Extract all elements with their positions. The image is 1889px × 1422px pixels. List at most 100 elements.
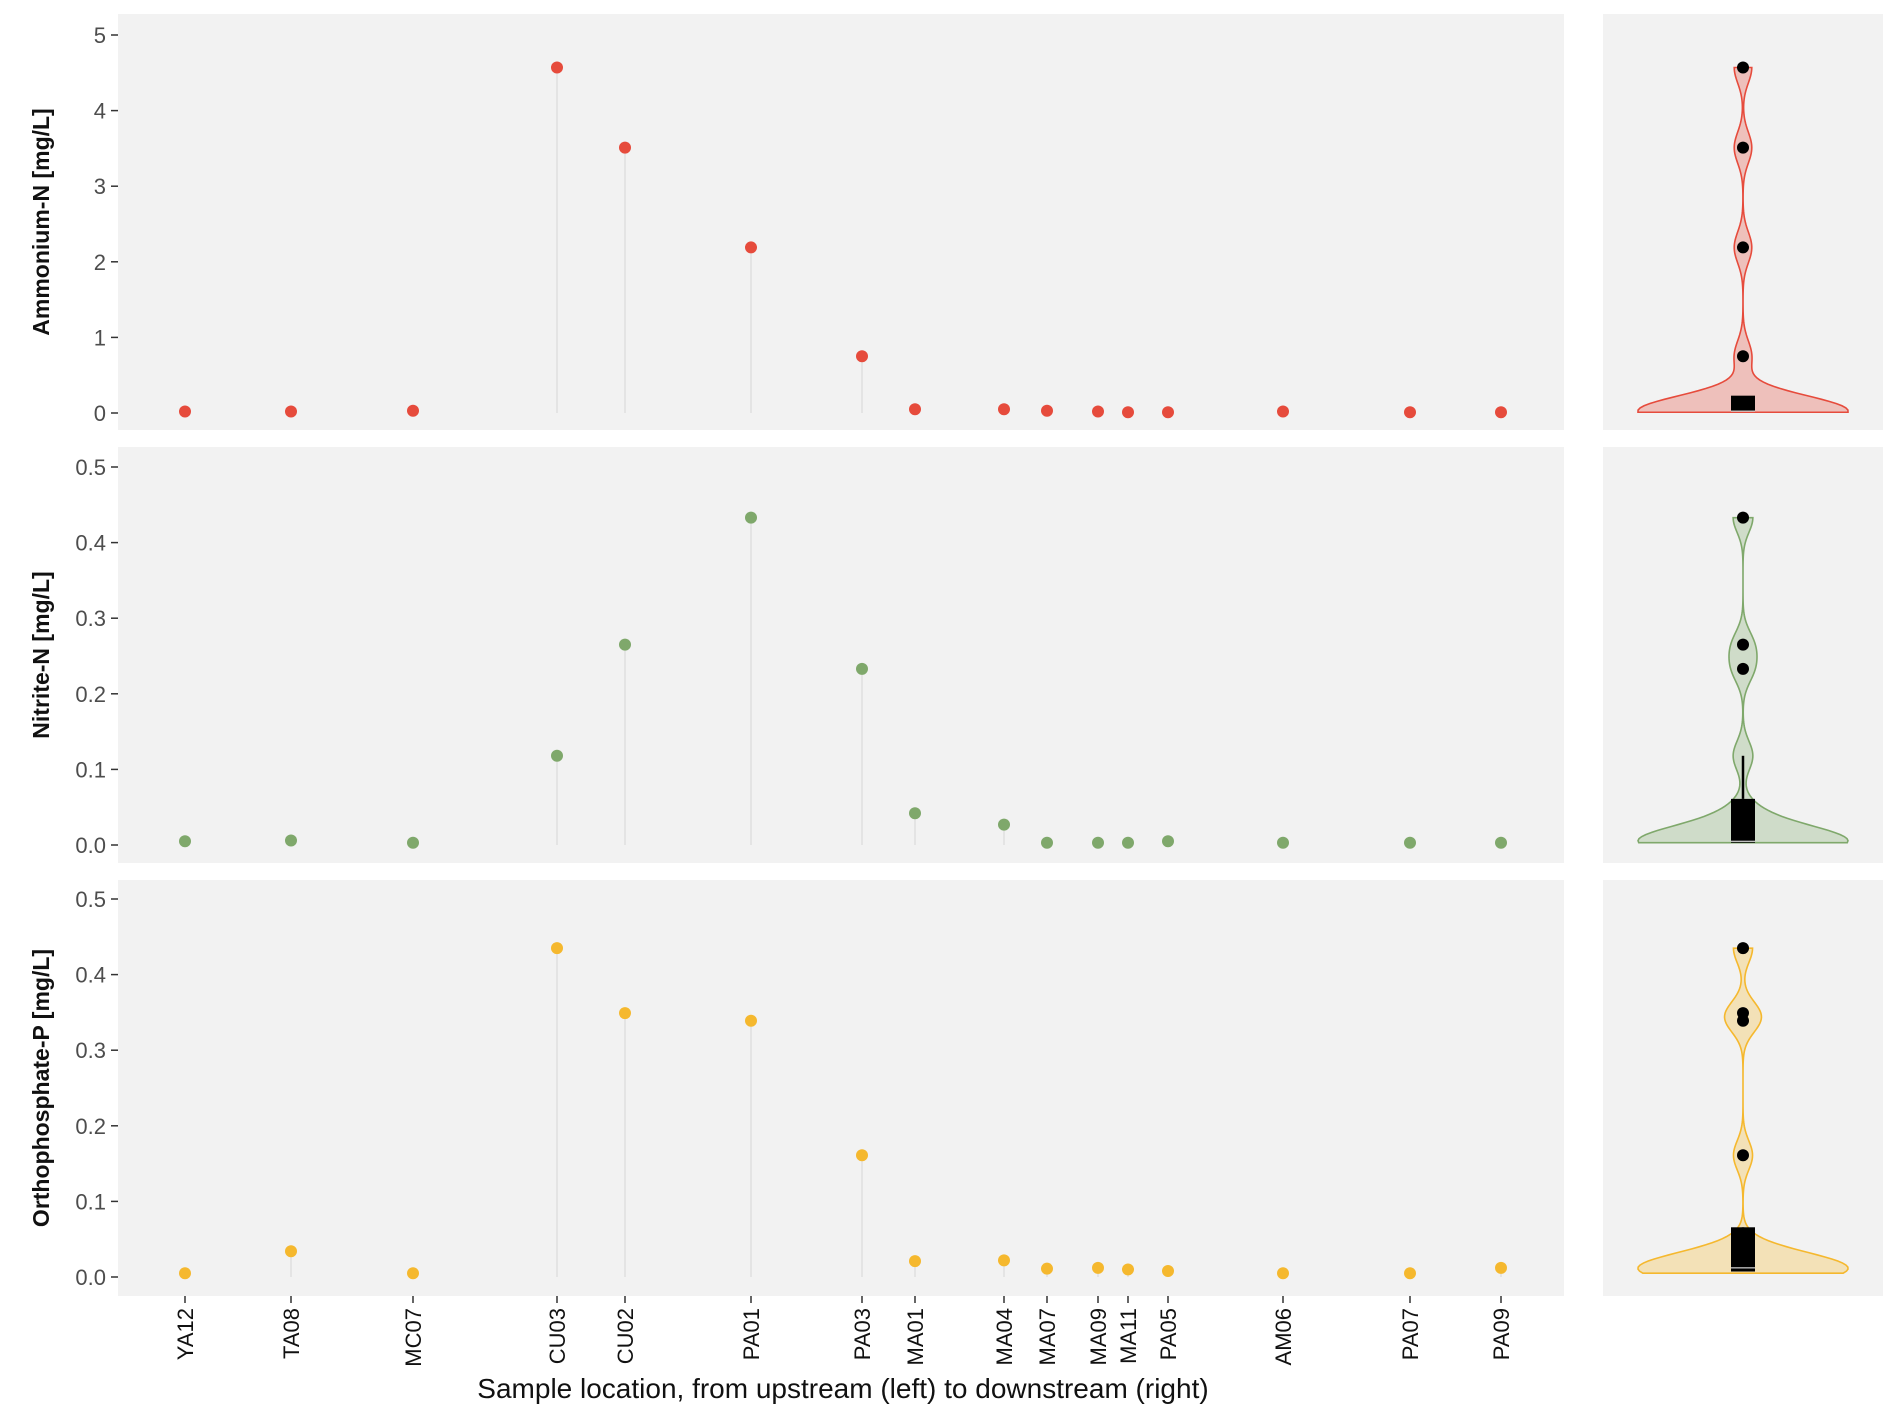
outlier-point — [1737, 1007, 1749, 1020]
boxplot-box — [1731, 1227, 1755, 1272]
y-axis-label: Nitrite-N [mg/L] — [28, 571, 54, 738]
y-tick-label: 0.5 — [75, 887, 106, 912]
data-point-ma09 — [1092, 405, 1104, 418]
x-tick-label-ya12: YA12 — [173, 1308, 198, 1360]
data-point-am06 — [1277, 1267, 1289, 1280]
data-point-pa07 — [1404, 836, 1416, 849]
y-tick-label: 0.0 — [75, 1265, 106, 1290]
data-point-ma01 — [909, 1255, 921, 1268]
x-tick-label-ta08: TA08 — [279, 1308, 304, 1359]
y-tick-label: 0.1 — [75, 1189, 106, 1214]
data-point-cu02 — [619, 638, 631, 651]
x-tick-label-cu02: CU02 — [613, 1308, 638, 1364]
data-point-ta08 — [285, 1245, 297, 1258]
data-point-ma04 — [998, 818, 1010, 831]
data-point-cu02 — [619, 141, 631, 154]
boxplot-box — [1731, 798, 1755, 843]
data-point-pa01 — [745, 511, 757, 524]
outlier-point — [1737, 350, 1749, 363]
data-point-am06 — [1277, 836, 1289, 849]
data-point-ya12 — [179, 835, 191, 848]
x-tick-label-ma01: MA01 — [903, 1308, 928, 1365]
data-point-ma07 — [1041, 1262, 1053, 1275]
outlier-point — [1737, 61, 1749, 74]
data-point-mc07 — [407, 1267, 419, 1280]
outlier-point — [1737, 141, 1749, 154]
y-tick-label: 1 — [94, 325, 106, 350]
y-tick-label: 0.2 — [75, 1114, 106, 1139]
data-point-ma07 — [1041, 404, 1053, 417]
x-tick-label-ma04: MA04 — [992, 1308, 1017, 1365]
data-point-pa09 — [1495, 836, 1507, 849]
data-point-pa01 — [745, 1014, 757, 1027]
y-tick-label: 0.3 — [75, 1038, 106, 1063]
data-point-pa05 — [1162, 1264, 1174, 1277]
data-point-pa03 — [856, 1149, 868, 1162]
data-point-ma07 — [1041, 836, 1053, 849]
x-tick-label-ma11: MA11 — [1116, 1308, 1141, 1364]
data-point-ya12 — [179, 1267, 191, 1280]
outlier-point — [1737, 511, 1749, 524]
violin-shape — [1637, 516, 1849, 844]
data-point-pa09 — [1495, 406, 1507, 419]
y-tick-label: 0.4 — [75, 531, 106, 556]
data-point-ma04 — [998, 403, 1010, 416]
y-tick-label: 0.1 — [75, 757, 106, 782]
y-tick-label: 0.3 — [75, 606, 106, 631]
data-point-ma04 — [998, 1254, 1010, 1267]
data-point-pa09 — [1495, 1261, 1507, 1274]
data-point-mc07 — [407, 404, 419, 417]
outlier-point — [1737, 662, 1749, 675]
data-point-cu03 — [551, 749, 563, 762]
y-tick-label: 0.5 — [75, 455, 106, 480]
data-point-cu02 — [619, 1007, 631, 1020]
data-point-pa03 — [856, 662, 868, 675]
violin-shape — [1637, 947, 1849, 1275]
data-point-ma01 — [909, 807, 921, 820]
y-tick-label: 0.4 — [75, 963, 106, 988]
outlier-point — [1737, 1149, 1749, 1162]
data-point-am06 — [1277, 405, 1289, 418]
outlier-point — [1737, 942, 1749, 955]
x-tick-label-pa05: PA05 — [1156, 1308, 1181, 1360]
main-panel-background — [118, 880, 1564, 1296]
y-axis-label: Orthophosphate-P [mg/L] — [28, 949, 54, 1227]
y-tick-label: 5 — [94, 23, 106, 48]
data-point-ma11 — [1122, 1263, 1134, 1276]
main-panel-background — [118, 447, 1564, 863]
y-tick-label: 4 — [94, 99, 106, 124]
data-point-ma11 — [1122, 406, 1134, 419]
data-point-ma09 — [1092, 1261, 1104, 1274]
data-point-ya12 — [179, 405, 191, 418]
x-tick-label-am06: AM06 — [1271, 1308, 1296, 1365]
x-tick-label-pa07: PA07 — [1398, 1308, 1423, 1360]
x-tick-label-cu03: CU03 — [545, 1308, 570, 1364]
data-point-pa07 — [1404, 1267, 1416, 1280]
x-tick-label-ma07: MA07 — [1035, 1308, 1060, 1365]
x-tick-label-ma09: MA09 — [1086, 1308, 1111, 1365]
x-tick-label-pa03: PA03 — [850, 1308, 875, 1360]
x-axis-label: Sample location, from upstream (left) to… — [477, 1373, 1208, 1404]
facet-panel-1: 0 1 2 3 4 5 Ammonium-N [mg/L] — [28, 14, 1883, 430]
data-point-cu03 — [551, 61, 563, 74]
data-point-pa07 — [1404, 406, 1416, 419]
x-tick-label-pa01: PA01 — [739, 1308, 764, 1360]
violin-shape — [1637, 66, 1849, 414]
y-tick-label: 0.0 — [75, 833, 106, 858]
y-tick-label: 2 — [94, 250, 106, 275]
data-point-ta08 — [285, 834, 297, 847]
x-tick-label-mc07: MC07 — [401, 1308, 426, 1367]
data-point-pa05 — [1162, 835, 1174, 848]
data-point-pa05 — [1162, 406, 1174, 419]
data-point-mc07 — [407, 836, 419, 849]
boxplot-box — [1731, 395, 1755, 412]
x-tick-label-pa09: PA09 — [1489, 1308, 1514, 1360]
y-tick-label: 0.2 — [75, 682, 106, 707]
facet-panel-2: 0.0 0.1 0.2 0.3 0.4 0.5 Nitrite-N [mg/L] — [28, 447, 1883, 863]
data-point-ta08 — [285, 405, 297, 418]
data-point-pa01 — [745, 241, 757, 254]
facet-panel-3: 0.0 0.1 0.2 0.3 0.4 0.5 Orthophosphate-P [mg/L… — [28, 880, 1883, 1296]
data-point-ma09 — [1092, 836, 1104, 849]
